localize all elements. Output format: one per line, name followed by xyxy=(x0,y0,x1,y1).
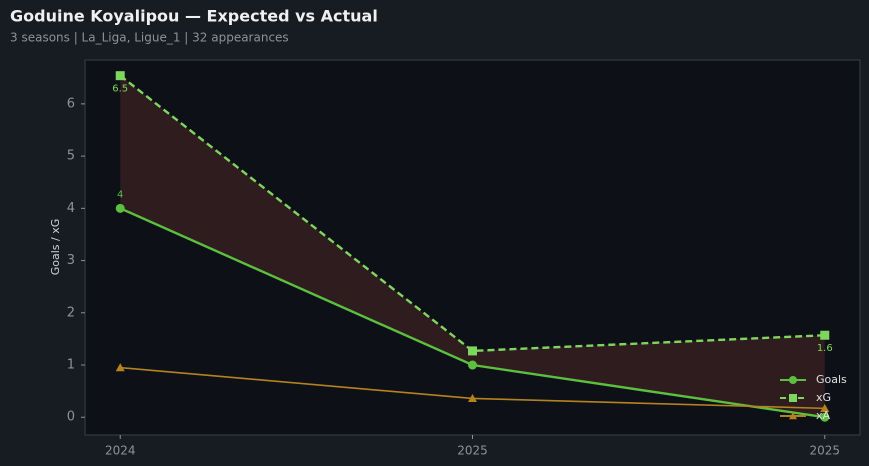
marker xyxy=(468,346,477,356)
value-label: 6.5 xyxy=(112,84,128,95)
y-tick-label: 2 xyxy=(67,305,75,320)
value-label: 4 xyxy=(117,189,123,200)
legend-marker xyxy=(789,412,797,420)
legend-label: xA xyxy=(816,409,831,422)
marker xyxy=(468,393,477,403)
legend-marker xyxy=(789,394,797,402)
y-tick-label: 6 xyxy=(67,96,75,111)
y-tick-label: 5 xyxy=(67,149,75,164)
legend-label: xG xyxy=(816,391,831,404)
x-tick-label: 2024 xyxy=(105,444,136,458)
marker xyxy=(115,203,125,213)
chart-title: Goduine Koyalipou — Expected vs Actual xyxy=(10,7,378,26)
fill-between xyxy=(120,75,825,418)
y-tick-label: 0 xyxy=(67,410,75,425)
y-tick-label: 4 xyxy=(67,201,75,216)
chart-subtitle: 3 seasons | La_Liga, Ligue_1 | 32 appear… xyxy=(10,31,289,45)
marker xyxy=(115,363,125,372)
marker xyxy=(820,330,830,340)
marker xyxy=(820,403,830,412)
marker xyxy=(468,360,477,370)
legend-marker xyxy=(789,376,797,384)
marker xyxy=(820,412,830,422)
x-tick-label: 2025 xyxy=(457,444,488,458)
legend-label: Goals xyxy=(816,373,847,386)
x-tick-label: 2025 xyxy=(809,444,840,458)
y-tick-label: 1 xyxy=(67,358,75,373)
marker xyxy=(115,71,125,81)
y-tick-label: 3 xyxy=(67,253,75,268)
series-line xyxy=(119,74,825,353)
y-axis-label: Goals / xG xyxy=(49,219,62,276)
value-label: 1.6 xyxy=(817,343,833,354)
